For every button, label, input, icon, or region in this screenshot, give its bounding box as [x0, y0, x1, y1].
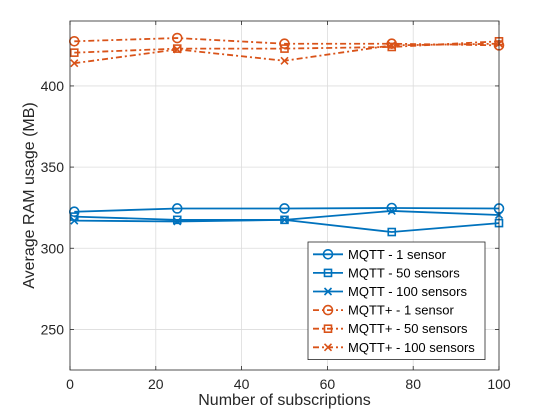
- legend-label: MQTT+ - 50 sensors: [348, 321, 468, 336]
- x-tick-label: 40: [234, 376, 250, 392]
- data-point: [279, 203, 290, 214]
- x-tick-label: 0: [66, 376, 74, 392]
- data-point: [173, 217, 182, 226]
- x-tick-label: 60: [320, 376, 336, 392]
- legend-marker: [323, 324, 333, 334]
- data-point: [171, 203, 183, 214]
- legend-entry: MQTT+ - 1 sensor: [313, 303, 454, 318]
- data-point: [280, 215, 289, 224]
- axis-ticks: 0 20 40 60 80 100 250 300 350 400: [41, 21, 511, 392]
- y-tick-label: 350: [41, 159, 65, 175]
- legend-entry: MQTT - 50 sensors: [313, 265, 460, 280]
- x-tick-label: 100: [487, 376, 511, 392]
- data-point: [387, 206, 396, 215]
- data-point: [70, 59, 79, 68]
- data-point: [387, 42, 397, 52]
- data-point: [172, 44, 182, 53]
- legend: MQTT - 1 sensor MQTT - 50 sensors MQTT - 1…: [307, 241, 486, 360]
- plot-border: [69, 20, 500, 371]
- legend-box: [307, 241, 486, 360]
- legend-label: MQTT - 100 sensors: [348, 284, 467, 299]
- data-point: [386, 38, 398, 50]
- x-tick-label: 20: [148, 376, 164, 392]
- data-point: [171, 32, 183, 44]
- y-tick-label: 400: [41, 78, 65, 94]
- legend-label: MQTT - 50 sensors: [348, 265, 460, 280]
- legend-entry: MQTT - 100 sensors: [313, 284, 467, 299]
- legend-marker: [322, 304, 334, 316]
- y-tick-label: 300: [41, 240, 65, 256]
- legend-label: MQTT+ - 100 sensors: [348, 340, 475, 355]
- y-tick-label: 250: [41, 321, 65, 337]
- series-line: [74, 207, 500, 213]
- data-point: [280, 56, 289, 65]
- data-point: [172, 215, 182, 225]
- data-point: [386, 202, 398, 214]
- legend-label: MQTT+ - 1 sensor: [348, 303, 454, 318]
- data-point: [387, 41, 396, 50]
- series-layer: [68, 32, 505, 237]
- data-point: [280, 44, 289, 53]
- legend-marker: [323, 287, 333, 296]
- legend-entry: MQTT+ - 50 sensors: [313, 321, 468, 336]
- data-point: [70, 216, 79, 225]
- data-point: [69, 48, 79, 57]
- legend-marker: [323, 343, 333, 352]
- legend-marker: [323, 268, 333, 278]
- data-point: [387, 227, 397, 237]
- x-tick-label: 80: [405, 376, 421, 392]
- data-point: [173, 45, 182, 54]
- legend-entry: MQTT - 1 sensor: [313, 247, 447, 262]
- legend-marker: [322, 249, 334, 260]
- y-axis-label: Average RAM usage (MB): [21, 102, 38, 288]
- legend-entry: MQTT+ - 100 sensors: [313, 340, 475, 355]
- x-axis-label: Number of subscriptions: [198, 392, 371, 409]
- legend-label: MQTT - 1 sensor: [348, 247, 447, 262]
